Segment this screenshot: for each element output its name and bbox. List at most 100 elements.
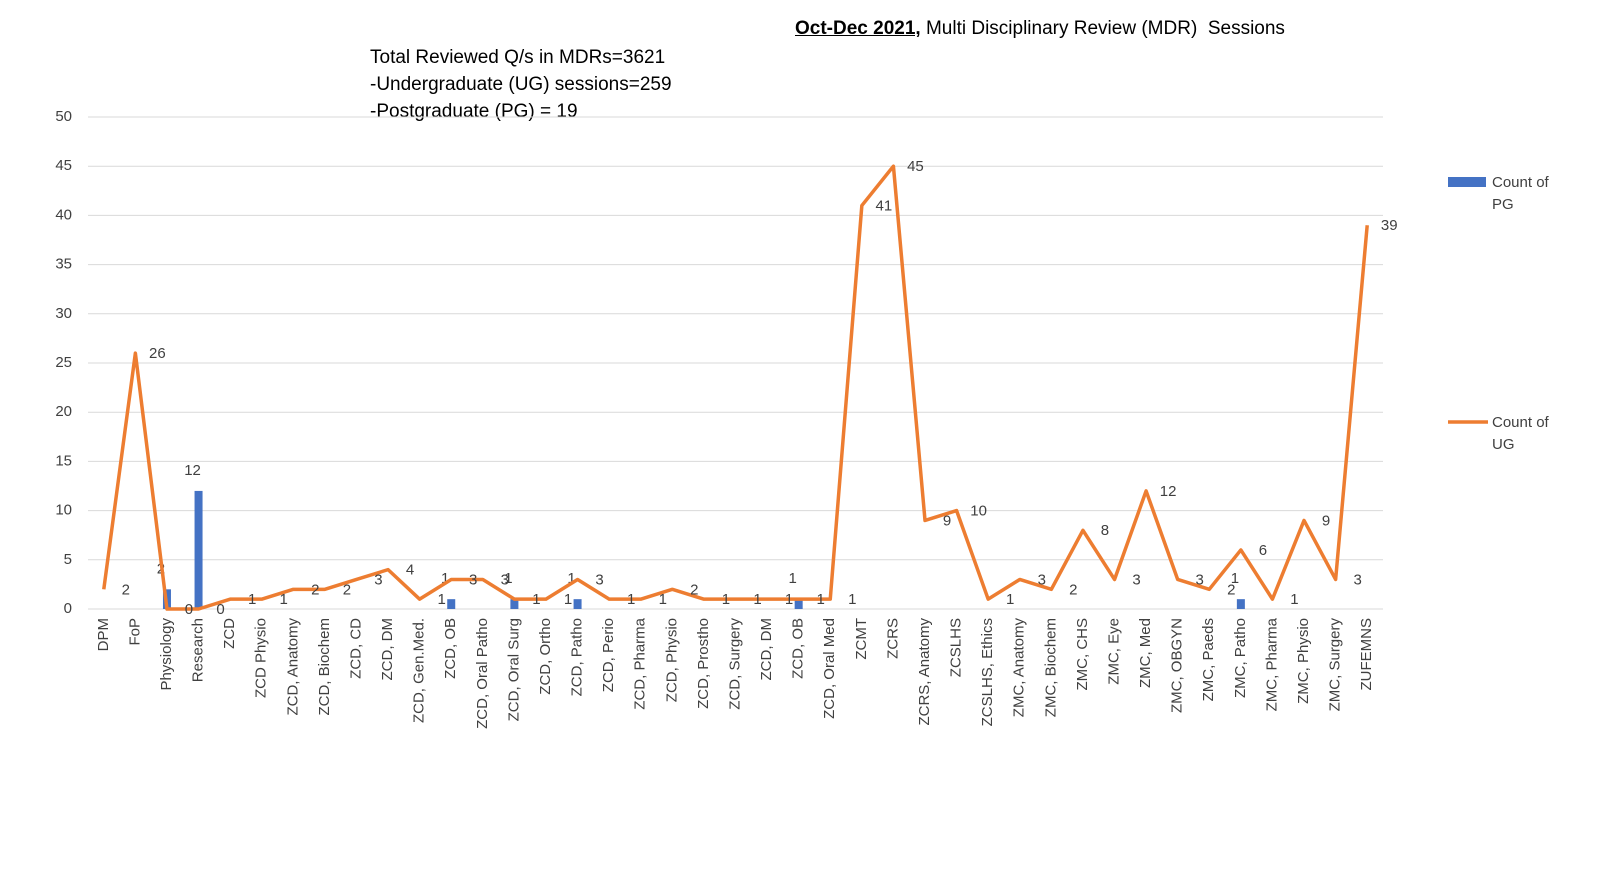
bar [1236,599,1245,609]
data-label: 39 [1381,217,1398,234]
data-label: 2 [690,581,698,598]
x-tick-label: ZCD, Biochem [316,618,333,716]
x-tick-label: ZCD, OB [790,618,807,679]
bar [573,599,582,609]
data-label: 2 [1069,581,1077,598]
data-label: 3 [595,571,603,588]
data-label: 1 [816,591,824,608]
bar [510,599,519,609]
x-tick-label: ZCD, Oral Surg [505,618,522,721]
data-label: 1 [504,570,512,587]
x-tick-label: ZMC, Paeds [1200,618,1217,701]
data-label: 8 [1101,522,1109,539]
x-tick-label: ZCD, CD [347,618,364,679]
x-tick-label: ZCD, DM [379,618,396,681]
y-tick-label: 30 [55,305,72,322]
data-label: 1 [753,591,761,608]
x-tick-label: ZCD, DM [758,618,775,681]
x-tick-label: ZCD, Oral Patho [474,618,491,729]
data-label: 1 [564,591,572,608]
data-label: 41 [875,198,892,215]
x-tick-label: DPM [95,618,112,651]
data-label: 3 [501,571,509,588]
y-tick-label: 0 [64,600,72,617]
data-label: 12 [1160,483,1177,500]
bar [447,599,456,609]
data-label: 3 [469,571,477,588]
x-tick-label: ZCMT [853,618,870,660]
x-tick-label: ZMC, CHS [1074,618,1091,691]
x-tick-label: ZMC, Physio [1295,618,1312,704]
data-label: 10 [970,503,987,520]
data-label: 2 [343,581,351,598]
data-label: 1 [437,591,445,608]
y-tick-label: 15 [55,452,72,469]
x-tick-label: ZCRS, Anatomy [916,618,933,726]
data-label: 2 [1227,581,1235,598]
data-label: 1 [1006,591,1014,608]
title-rest: Multi Disciplinary Review (MDR) Sessions [920,18,1285,39]
data-label: 1 [1290,591,1298,608]
x-tick-label: ZCD Physio [253,618,270,698]
x-tick-label: ZCD [221,618,238,649]
annotation-line: -Undergraduate (UG) sessions=259 [370,74,672,95]
x-tick-label: ZCD, Physio [663,618,680,702]
x-tick-label: ZCD, Patho [569,618,586,696]
x-tick-label: ZMC, Patho [1232,618,1249,698]
y-tick-label: 50 [55,108,72,125]
data-label: 3 [1196,571,1204,588]
data-label: 26 [149,345,166,362]
data-label: 1 [441,570,449,587]
data-label: 1 [248,591,256,608]
x-tick-label: ZMC, Anatomy [1011,618,1028,718]
legend-label: Count of UG [1492,414,1549,453]
x-tick-label: ZCSLHS, Ethics [979,618,996,726]
data-label: 12 [184,462,201,479]
x-tick-label: ZCD, Gen.Med. [411,618,428,723]
x-tick-label: ZUFEMNS [1358,618,1375,691]
x-tick-label: ZCD, Pharma [632,617,649,709]
x-tick-label: ZMC, Pharma [1263,617,1280,711]
data-label: 0 [185,601,193,618]
data-label: 1 [848,591,856,608]
y-tick-label: 35 [55,256,72,273]
x-tick-label: Research [190,618,207,682]
x-tick-label: ZCD, Perio [600,618,617,692]
y-tick-label: 40 [55,206,72,223]
data-label: 9 [943,512,951,529]
y-tick-label: 10 [55,502,72,519]
legend-label: Count of PG [1492,174,1549,213]
y-tick-label: 20 [55,403,72,420]
y-tick-label: 25 [55,354,72,371]
title-bold: Oct-Dec 2021, [795,18,921,39]
data-label: 2 [122,581,130,598]
data-label: 3 [1132,571,1140,588]
x-tick-label: ZMC, Biochem [1042,618,1059,717]
data-label: 1 [659,591,667,608]
data-label: 1 [567,570,575,587]
y-tick-label: 5 [64,551,72,568]
data-label: 1 [1231,570,1239,587]
line [102,164,1369,611]
legend-swatch [1448,177,1486,187]
y-tick-label: 45 [55,157,72,174]
x-tick-label: ZCRS [884,618,901,659]
x-tick-label: ZCD, Surgery [726,618,743,710]
chart-title: Oct-Dec 2021, Multi Disciplinary Review … [795,18,1285,40]
data-label: 3 [374,571,382,588]
x-tick-label: ZCSLHS [948,618,965,677]
data-label: 3 [1038,571,1046,588]
x-tick-label: ZMC, OBGYN [1169,618,1186,713]
x-tick-label: ZMC, Eye [1105,618,1122,685]
x-tick-label: ZCD, OB [442,618,459,679]
annotation-line: Total Reviewed Q/s in MDRs=3621 [370,47,666,68]
data-label: 3 [1353,571,1361,588]
x-tick-label: ZCD, Anatomy [284,618,301,716]
x-tick-label: ZCD, Oral Med [821,618,838,719]
data-label: 1 [627,591,635,608]
data-label: 1 [722,591,730,608]
x-tick-label: Physiology [158,618,175,691]
data-label: 0 [216,601,224,618]
